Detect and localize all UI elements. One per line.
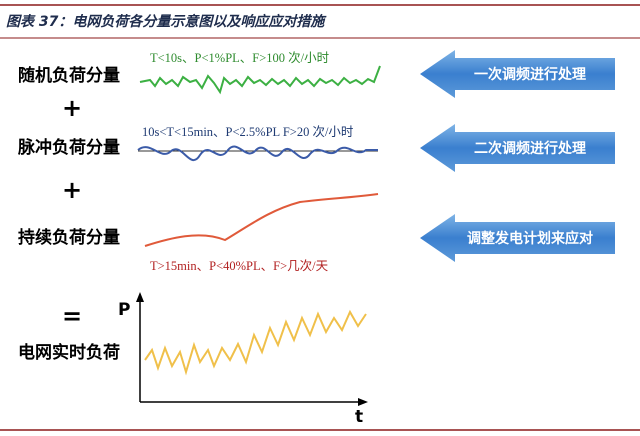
annotation: T>15min、P<40%PL、F>几次/天 — [150, 259, 329, 273]
x-arrow — [358, 398, 368, 406]
operator: + — [62, 94, 82, 122]
sustained-curve — [144, 193, 379, 247]
action-text: 一次调频进行处理 — [474, 66, 586, 83]
result-label: 电网实时负荷 — [18, 342, 120, 363]
action-text: 二次调频进行处理 — [474, 140, 586, 157]
operator: = — [62, 302, 82, 330]
total-load-wave — [144, 309, 367, 376]
action-text: 调整发电计划来应对 — [467, 230, 593, 247]
operator: + — [62, 176, 82, 204]
random-wave — [139, 65, 381, 95]
component-label: 持续负荷分量 — [18, 227, 120, 248]
x-axis-label: t — [355, 407, 363, 427]
action-arrow: 二次调频进行处理 — [420, 124, 615, 172]
title: 图表 37：电网负荷各分量示意图以及响应应对措施 — [6, 13, 327, 30]
pulse-wave — [137, 145, 378, 162]
y-axis-label: P — [118, 300, 130, 320]
annotation: T<10s、P<1%PL、F>100 次/小时 — [150, 51, 330, 65]
component-label: 脉冲负荷分量 — [17, 137, 120, 158]
component-label: 随机负荷分量 — [18, 65, 120, 86]
y-arrow — [136, 292, 144, 302]
action-arrow: 一次调频进行处理 — [420, 50, 615, 98]
action-arrow: 调整发电计划来应对 — [420, 214, 615, 262]
annotation: 10s<T<15min、P<2.5%PL F>20 次/小时 — [142, 125, 354, 139]
